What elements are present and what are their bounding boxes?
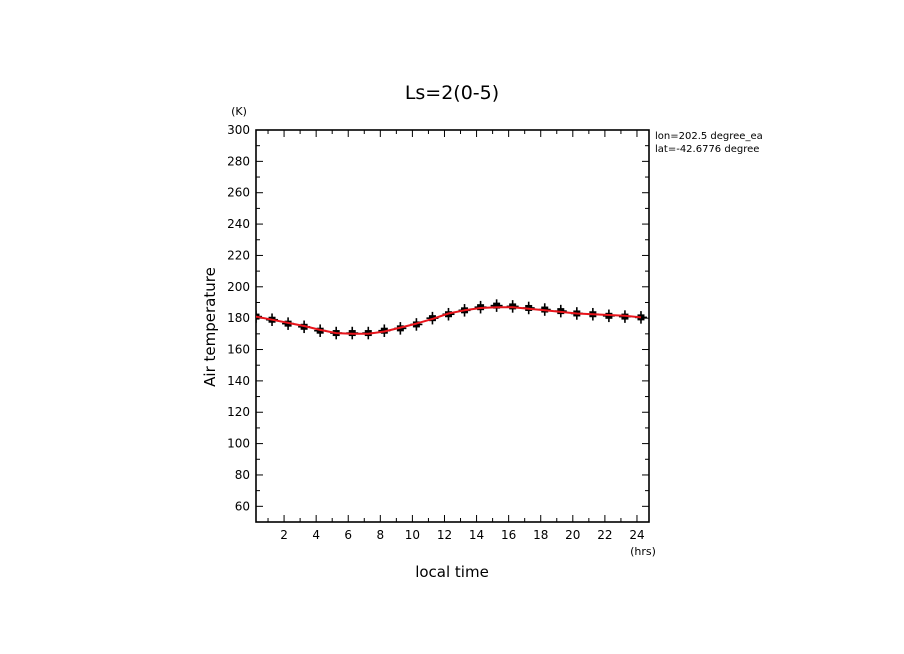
y-tick-label: 260 <box>227 186 250 200</box>
y-tick-label: 180 <box>227 311 250 325</box>
y-tick-label: 200 <box>227 280 250 294</box>
data-marker <box>493 302 501 309</box>
annotation-lon: lon=202.5 degree_ea <box>655 131 763 142</box>
y-unit-label: (K) <box>231 105 247 118</box>
y-tick-label: 160 <box>227 343 250 357</box>
x-tick-label: 22 <box>597 528 612 542</box>
y-tick-label: 140 <box>227 374 250 388</box>
x-tick-label: 6 <box>344 528 352 542</box>
series <box>256 299 647 340</box>
x-tick-label: 10 <box>405 528 420 542</box>
x-tick-label: 14 <box>469 528 484 542</box>
y-axis-label: Air temperature <box>201 267 219 387</box>
y-tick-label: 220 <box>227 248 250 262</box>
x-unit-label: (hrs) <box>630 545 656 558</box>
x-tick-label: 8 <box>376 528 384 542</box>
x-tick-label: 4 <box>312 528 320 542</box>
series-line <box>256 306 642 335</box>
x-tick-label: 24 <box>629 528 644 542</box>
y-tick-label: 240 <box>227 217 250 231</box>
y-tick-label: 280 <box>227 154 250 168</box>
x-tick-label: 12 <box>437 528 452 542</box>
annotation-lat: lat=-42.6776 degree <box>655 144 759 155</box>
chart-title: Ls=2(0-5) <box>405 82 499 104</box>
x-tick-label: 16 <box>501 528 516 542</box>
y-tick-label: 60 <box>235 499 250 513</box>
x-tick-label: 20 <box>565 528 580 542</box>
x-tick-label: 2 <box>280 528 288 542</box>
y-tick-label: 100 <box>227 437 250 451</box>
x-tick-label: 18 <box>533 528 548 542</box>
y-tick-label: 80 <box>235 468 250 482</box>
y-tick-label: 120 <box>227 405 250 419</box>
axes: 2 4 6 8 10 12 14 16 18 20 22 2460801001201401601802… <box>227 123 649 542</box>
x-axis-label: local time <box>415 563 489 581</box>
plot-frame <box>255 129 650 523</box>
y-tick-label: 300 <box>227 123 250 137</box>
